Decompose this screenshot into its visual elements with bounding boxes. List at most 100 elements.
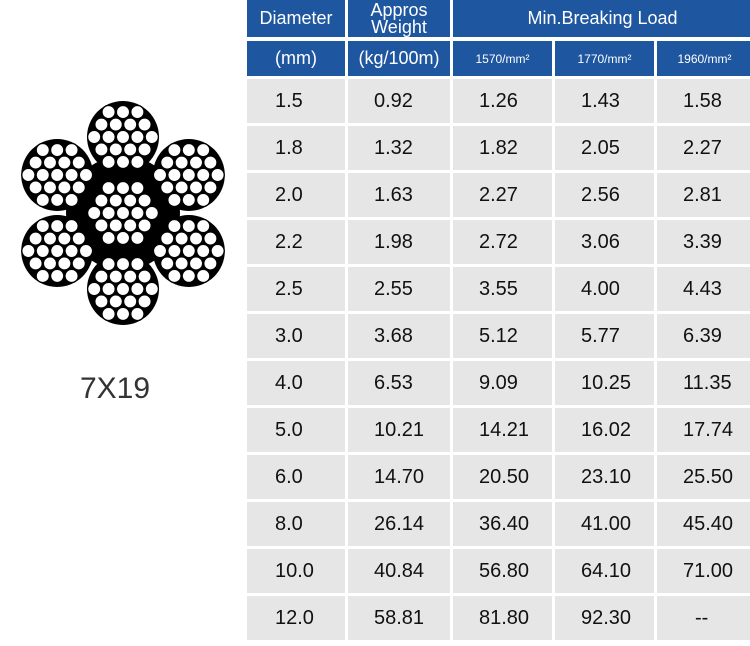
cell-load-1770: 10.25 [555,361,654,405]
cell-load-1770: 16.02 [555,408,654,452]
header-weight: Appros Weight [348,0,450,37]
cell-load-1960: 1.58 [657,79,750,123]
cell-load-1960: 6.39 [657,314,750,358]
wire [167,167,182,183]
wire [137,294,152,309]
wire [130,205,145,221]
cell-load-1960: 11.35 [657,361,750,405]
wire [181,268,197,284]
wire [35,218,51,234]
wire [203,155,218,170]
cell-load-1570: 56.80 [453,549,552,593]
wire [167,218,182,234]
wire [35,142,51,158]
cell-load-1960: 25.50 [657,455,750,499]
wire [159,180,175,195]
wire [42,231,58,246]
wire [49,243,65,259]
wire [86,205,102,221]
wire [203,256,218,271]
wire [21,167,36,183]
wire [35,243,51,259]
wire [137,142,152,157]
wire [64,167,79,183]
wire [64,142,79,158]
cell-weight: 3.68 [348,314,450,358]
cell-load-1570: 81.80 [453,596,552,640]
wire [115,104,131,120]
wire [108,142,124,157]
wire [42,180,58,195]
wire [94,117,109,132]
wire [203,231,218,246]
wire [195,218,211,234]
wire [64,192,79,208]
wire [115,180,131,196]
wire [203,180,218,195]
wire [101,104,116,120]
cell-load-1570: 5.12 [453,314,552,358]
wire [130,104,145,120]
wire [195,268,211,284]
wire [115,306,131,322]
wire [130,306,145,322]
cell-diameter: 2.5 [247,267,345,311]
wire [28,256,43,271]
wire [78,167,94,183]
cell-load-1770: 92.30 [555,596,654,640]
cell-diameter: 1.5 [247,79,345,123]
cell-diameter: 3.0 [247,314,345,358]
wire [57,256,72,271]
cell-weight: 1.63 [348,173,450,217]
cell-load-1570: 9.09 [453,361,552,405]
wire [130,256,145,272]
cell-load-1770: 1.43 [555,79,654,123]
wire [71,256,87,271]
wire [108,294,124,309]
wire [181,192,197,208]
wire [188,180,204,195]
wire [115,154,131,170]
wire [57,155,72,170]
cell-load-1960: 17.74 [657,408,750,452]
cell-load-1770: 2.05 [555,126,654,170]
wire [174,231,189,246]
wire [144,129,160,145]
wire [137,193,152,208]
wire [42,256,58,271]
wire [159,231,175,246]
cell-weight: 10.21 [348,408,450,452]
wire [64,268,79,284]
cell-load-1570: 2.27 [453,173,552,217]
wire [108,269,124,284]
cell-load-1570: 1.26 [453,79,552,123]
wire [195,167,211,183]
wire-rope-cross-section [21,101,225,325]
cell-load-1770: 41.00 [555,502,654,546]
cell-diameter: 5.0 [247,408,345,452]
wire [167,243,182,259]
cell-weight: 14.70 [348,455,450,499]
wire [28,231,43,246]
cell-load-1960: 4.43 [657,267,750,311]
wire [122,269,138,284]
wire [86,129,102,145]
cell-load-1570: 36.40 [453,502,552,546]
cell-load-1960: 2.81 [657,173,750,217]
cell-load-1960: 45.40 [657,502,750,546]
cell-weight: 1.32 [348,126,450,170]
wire [195,142,211,158]
header-grade-1570: 1570/mm² [453,41,552,76]
cell-load-1770: 3.06 [555,220,654,264]
wire [57,180,72,195]
wire [94,269,109,284]
wire [181,167,197,183]
wire [130,180,145,196]
wire [130,230,145,246]
wire [35,192,51,208]
wire [188,155,204,170]
wire [94,218,109,233]
wire [115,281,131,297]
wire [122,142,138,157]
wire [122,117,138,132]
